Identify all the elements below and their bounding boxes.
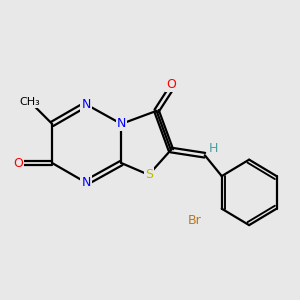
Text: N: N [81,98,91,111]
Text: H: H [209,142,219,155]
Text: N: N [117,117,126,130]
Text: CH₃: CH₃ [20,97,40,107]
Text: N: N [81,176,91,189]
Text: O: O [13,157,23,169]
Text: S: S [145,168,153,181]
Text: O: O [166,78,176,91]
Text: Br: Br [188,214,201,227]
